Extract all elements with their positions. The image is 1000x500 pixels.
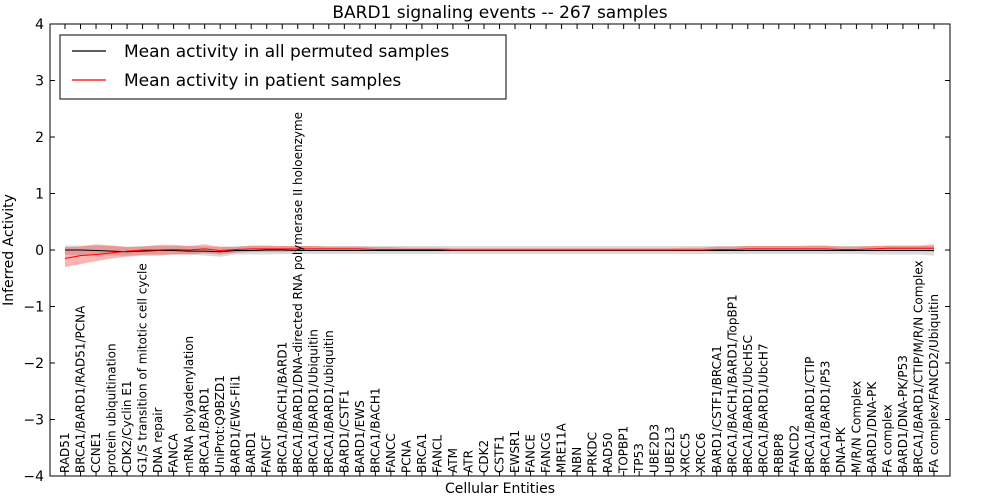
y-tick-label: −4	[23, 469, 44, 485]
x-tick-label: DNA-PK	[834, 426, 848, 473]
x-tick-label: BARD1/CSTF1/BRCA1	[710, 345, 724, 473]
x-tick-label: UBE2D3	[648, 424, 662, 473]
x-tick-label: BRCA1/BARD1/UbcH5C	[741, 335, 755, 473]
y-tick-label: 2	[35, 130, 44, 146]
x-axis: RAD51 BRCA1/BARD1/RAD51/PCNA CCNE1 protein …	[58, 24, 941, 476]
x-tick-label: UniProt:Q9BZD1	[213, 375, 227, 473]
x-tick-label: FANCE	[524, 434, 538, 473]
legend-label-patient: Mean activity in patient samples	[124, 71, 401, 91]
legend: Mean activity in all permuted samples Me…	[59, 34, 507, 100]
x-axis-label: Cellular Entities	[445, 481, 555, 497]
x-tick-label: TP53	[632, 443, 646, 474]
y-tick-label: −1	[23, 300, 44, 316]
y-axis-label: Inferred Activity	[1, 194, 17, 306]
x-tick-label: BARD1	[244, 431, 258, 473]
x-tick-label: RBBP8	[772, 433, 786, 473]
y-tick-label: 3	[35, 74, 44, 90]
y-tick-label: −2	[23, 356, 44, 372]
x-tick-label: XRCC6	[694, 433, 708, 473]
x-tick-label: BARD1/EWS-Fli1	[229, 375, 243, 473]
x-tick-label: G1/S transition of mitotic cell cycle	[136, 263, 150, 473]
y-tick-label: −3	[23, 413, 44, 429]
x-tick-label: RAD50	[601, 432, 615, 473]
y-tick-label: 4	[35, 17, 44, 33]
x-tick-label: EWSR1	[508, 430, 522, 473]
x-tick-label: BRCA1/BACH1	[368, 387, 382, 473]
x-tick-label: PCNA	[399, 439, 413, 473]
x-tick-label: NBN	[570, 447, 584, 473]
x-tick-label: ATR	[461, 450, 475, 473]
x-tick-label: FANCF	[260, 435, 274, 473]
x-tick-label: BRCA1/BARD1/CTIP	[803, 357, 817, 473]
x-tick-label: ATM	[446, 448, 460, 473]
x-tick-label: BRCA1/BARD1/RAD51/PCNA	[74, 305, 88, 473]
legend-box	[59, 34, 507, 100]
x-tick-label: BRCA1/BARD1/UbcH7	[756, 343, 770, 473]
x-tick-label: BRCA1/BACH1/BARD1/TopBP1	[725, 294, 739, 473]
y-axis: 4 3 2 1 0 −1 −2 −3 −4	[23, 17, 950, 485]
x-tick-label: BRCA1/BARD1/P53	[818, 361, 832, 473]
x-tick-label: BRCA1/BARD1/DNA-directed RNA polymerase …	[291, 112, 305, 473]
x-tick-label: FA complex	[880, 404, 894, 473]
x-tick-label: CDK2	[477, 440, 491, 473]
x-tick-label: RAD51	[58, 432, 72, 473]
x-tick-label: M/R/N Complex	[849, 381, 863, 473]
x-tick-label: BRCA1	[415, 433, 429, 473]
x-tick-label: FANCL	[430, 435, 444, 473]
x-tick-label: CDK2/Cyclin E1	[120, 380, 134, 473]
x-tick-label: BARD1/EWS	[353, 400, 367, 473]
x-tick-label: BRCA1/BARD1	[198, 387, 212, 473]
legend-label-permuted: Mean activity in all permuted samples	[124, 42, 449, 62]
y-tick-label: 1	[35, 187, 44, 203]
x-tick-label: protein ubiquitination	[105, 343, 119, 473]
x-tick-label: FA complex/FANCD2/Ubiquitin	[927, 294, 941, 473]
x-tick-label: UBE2L3	[663, 426, 677, 473]
x-tick-label: MRE11A	[555, 422, 569, 473]
x-tick-label: TOPBP1	[617, 426, 631, 474]
series-line-patient	[64, 247, 934, 259]
x-tick-label: PRKDC	[586, 432, 600, 473]
x-tick-label: CCNE1	[89, 432, 103, 473]
x-tick-label: CSTF1	[493, 435, 507, 473]
x-tick-label: mRNA polyadenylation	[182, 336, 196, 473]
x-tick-label: DNA repair	[151, 407, 165, 473]
x-tick-label: BARD1/CSTF1	[337, 389, 351, 473]
chart-title: BARD1 signaling events -- 267 samples	[332, 3, 667, 23]
x-tick-label: BRCA1/BACH1/BARD1	[275, 342, 289, 473]
x-tick-label: BARD1/DNA-PK/P53	[896, 355, 910, 473]
series-line-permuted	[65, 249, 934, 253]
confidence-bands	[65, 244, 934, 267]
x-tick-label: FANCC	[384, 433, 398, 473]
x-tick-label: FANCD2	[787, 425, 801, 473]
x-tick-label: FANCG	[539, 432, 553, 473]
series-lines	[64, 247, 934, 259]
x-tick-label: BARD1/DNA-PK	[865, 381, 879, 473]
y-tick-label: 0	[35, 243, 44, 259]
band-permuted	[65, 245, 934, 257]
x-tick-label: FANCA	[167, 433, 181, 473]
x-tick-label: BRCA1/BARD1/CTIP/M/R/N Complex	[911, 260, 925, 473]
x-tick-label: BRCA1/BARD1/ubiquitin	[322, 330, 336, 473]
x-tick-label: BRCA1/BARD1/Ubiquitin	[306, 329, 320, 473]
x-tick-label: XRCC5	[679, 433, 693, 473]
